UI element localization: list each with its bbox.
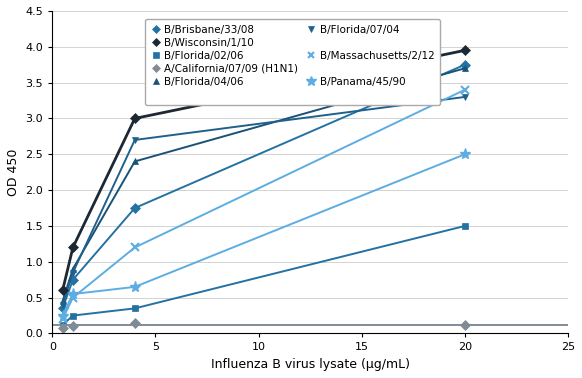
Y-axis label: OD 450: OD 450: [7, 149, 20, 196]
X-axis label: Influenza B virus lysate (μg/mL): Influenza B virus lysate (μg/mL): [211, 358, 410, 371]
Legend: B/Brisbane/33/08, B/Wisconsin/1/10, B/Florida/02/06, A/California/07/09 (H1N1), : B/Brisbane/33/08, B/Wisconsin/1/10, B/Fl…: [145, 19, 440, 105]
